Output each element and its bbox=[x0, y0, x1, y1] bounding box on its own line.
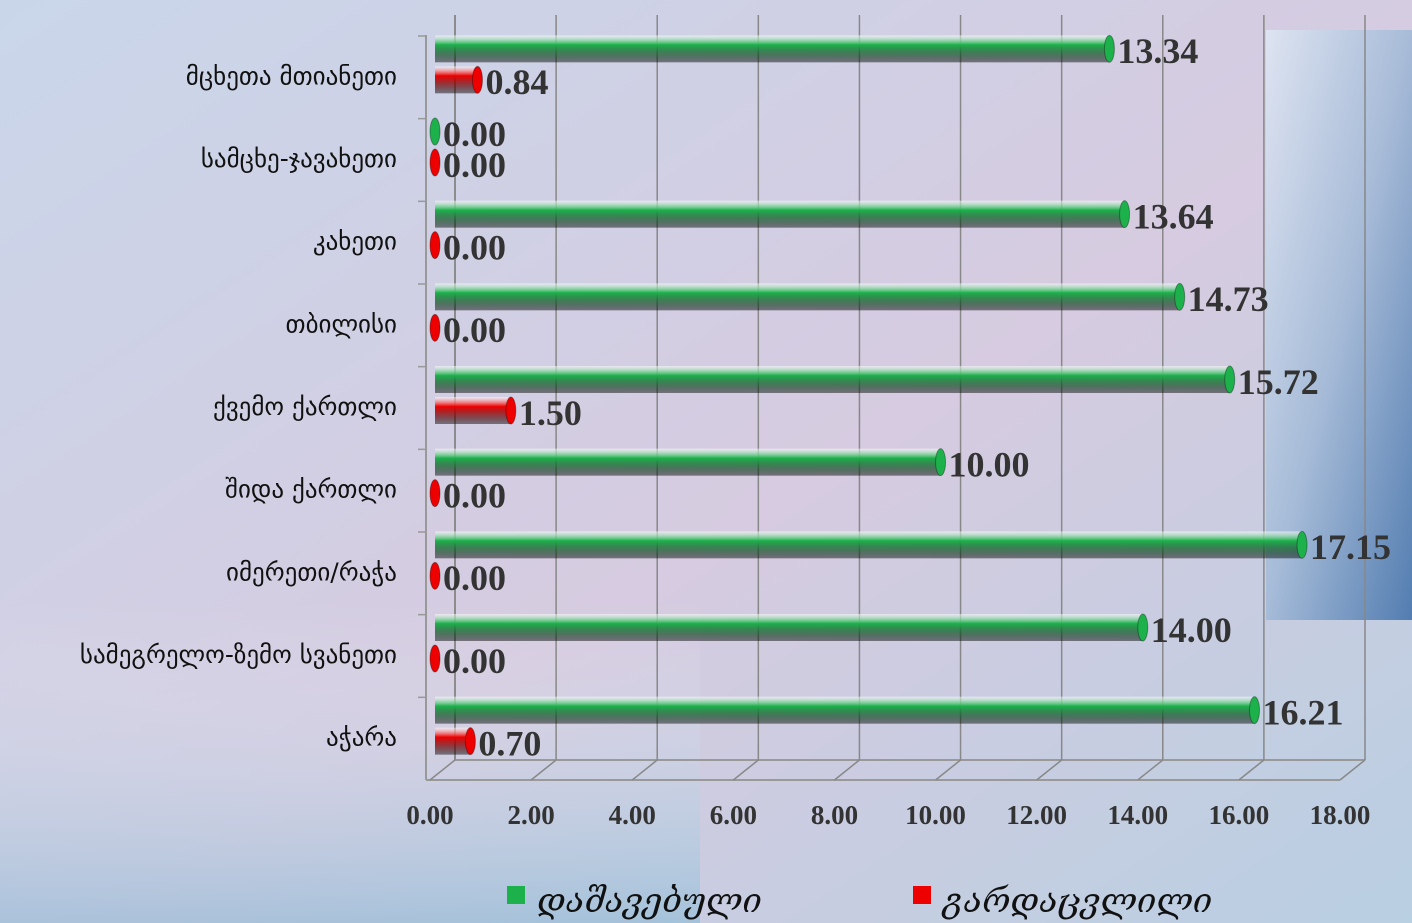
bar-cap bbox=[1137, 613, 1149, 642]
floor-grid-line bbox=[732, 759, 759, 781]
floor-grid-line bbox=[1238, 759, 1265, 781]
y-tick-label: სამცხე-ჯავახეთი bbox=[201, 144, 397, 173]
x-tick-label: 12.00 bbox=[1006, 800, 1067, 830]
value-label: 0.00 bbox=[443, 145, 506, 185]
value-label: 13.34 bbox=[1117, 31, 1198, 71]
floor-grid-line bbox=[935, 759, 962, 781]
value-label: 10.00 bbox=[949, 444, 1030, 484]
y-tick-label: მცხეთა მთიანეთი bbox=[186, 61, 397, 90]
bar-cap bbox=[429, 231, 441, 260]
bar-cap bbox=[1119, 200, 1131, 229]
bar-cap bbox=[1249, 696, 1261, 725]
floor-grid-line bbox=[1036, 759, 1063, 781]
bar bbox=[435, 614, 1143, 641]
bar-cap bbox=[429, 561, 441, 590]
floor-grid-line bbox=[833, 759, 860, 781]
y-tick-label: აჭარა bbox=[326, 723, 397, 752]
legend-swatch bbox=[913, 886, 931, 904]
bar-cap bbox=[429, 117, 441, 146]
bar-cap bbox=[429, 479, 441, 508]
floor-grid-line bbox=[1137, 759, 1164, 781]
bar bbox=[435, 696, 1255, 724]
value-label: 15.72 bbox=[1238, 362, 1319, 402]
value-label: 0.00 bbox=[443, 558, 506, 598]
y-tick-label: სამეგრელო-ზემო სვანეთი bbox=[80, 640, 397, 669]
value-label: 14.73 bbox=[1188, 279, 1269, 319]
floor-grid-line bbox=[631, 759, 658, 781]
bar bbox=[435, 397, 511, 424]
value-label: 0.00 bbox=[443, 310, 506, 350]
x-tick-label: 8.00 bbox=[811, 800, 858, 830]
value-label: 0.00 bbox=[443, 227, 506, 267]
bar-cap bbox=[464, 727, 476, 756]
x-tick-label: 14.00 bbox=[1107, 800, 1168, 830]
bar-cap bbox=[1174, 282, 1186, 311]
x-tick-label: 2.00 bbox=[507, 800, 554, 830]
bar bbox=[435, 66, 478, 94]
bar-cap bbox=[505, 396, 517, 425]
x-tick-label: 16.00 bbox=[1209, 800, 1270, 830]
y-tick-label: თბილისი bbox=[286, 309, 397, 338]
floor-grid-line bbox=[530, 759, 557, 781]
bar-cap bbox=[429, 644, 441, 673]
x-tick-label: 4.00 bbox=[609, 800, 656, 830]
value-label: 17.15 bbox=[1310, 527, 1391, 567]
bar bbox=[435, 35, 1110, 63]
y-tick-label: შიდა ქართლი bbox=[225, 475, 397, 504]
bar-cap bbox=[429, 313, 441, 342]
y-tick-label: იმერეთი/რაჭა bbox=[226, 557, 397, 586]
x-tick-label: 6.00 bbox=[710, 800, 757, 830]
value-label: 0.00 bbox=[443, 641, 506, 681]
y-tick-label: ქვემო ქართლი bbox=[213, 392, 397, 421]
x-tick-label: 18.00 bbox=[1310, 800, 1371, 830]
floor-grid-line bbox=[429, 759, 456, 781]
bar bbox=[435, 366, 1230, 393]
value-label: 1.50 bbox=[519, 393, 582, 433]
value-label: 13.64 bbox=[1133, 196, 1214, 236]
value-label: 0.70 bbox=[478, 723, 541, 763]
bar bbox=[435, 531, 1303, 559]
bar-cap bbox=[429, 148, 441, 177]
value-label: 0.00 bbox=[443, 114, 506, 154]
bar-cap bbox=[1224, 365, 1236, 394]
y-tick-label: კახეთი bbox=[313, 227, 397, 256]
bar-cap bbox=[471, 65, 483, 94]
bar-cap bbox=[1296, 530, 1308, 559]
floor-grid-line bbox=[1339, 759, 1366, 781]
x-tick-label: 0.00 bbox=[406, 800, 453, 830]
bar bbox=[435, 727, 471, 755]
bar bbox=[435, 283, 1180, 311]
legend-swatch bbox=[507, 886, 525, 904]
value-label: 0.84 bbox=[485, 62, 548, 102]
bar bbox=[435, 448, 941, 476]
bar bbox=[435, 200, 1125, 228]
legend-label: გარდაცვლილი bbox=[941, 881, 1212, 921]
x-tick-label: 10.00 bbox=[905, 800, 966, 830]
bar-cap bbox=[935, 448, 947, 477]
background-shade bbox=[0, 600, 700, 923]
value-label: 0.00 bbox=[443, 475, 506, 515]
legend-label: დაშავებული bbox=[537, 881, 762, 921]
value-label: 16.21 bbox=[1263, 692, 1344, 732]
bar-cap bbox=[1103, 34, 1115, 63]
value-label: 14.00 bbox=[1151, 610, 1232, 650]
decorative-image bbox=[1266, 30, 1412, 620]
